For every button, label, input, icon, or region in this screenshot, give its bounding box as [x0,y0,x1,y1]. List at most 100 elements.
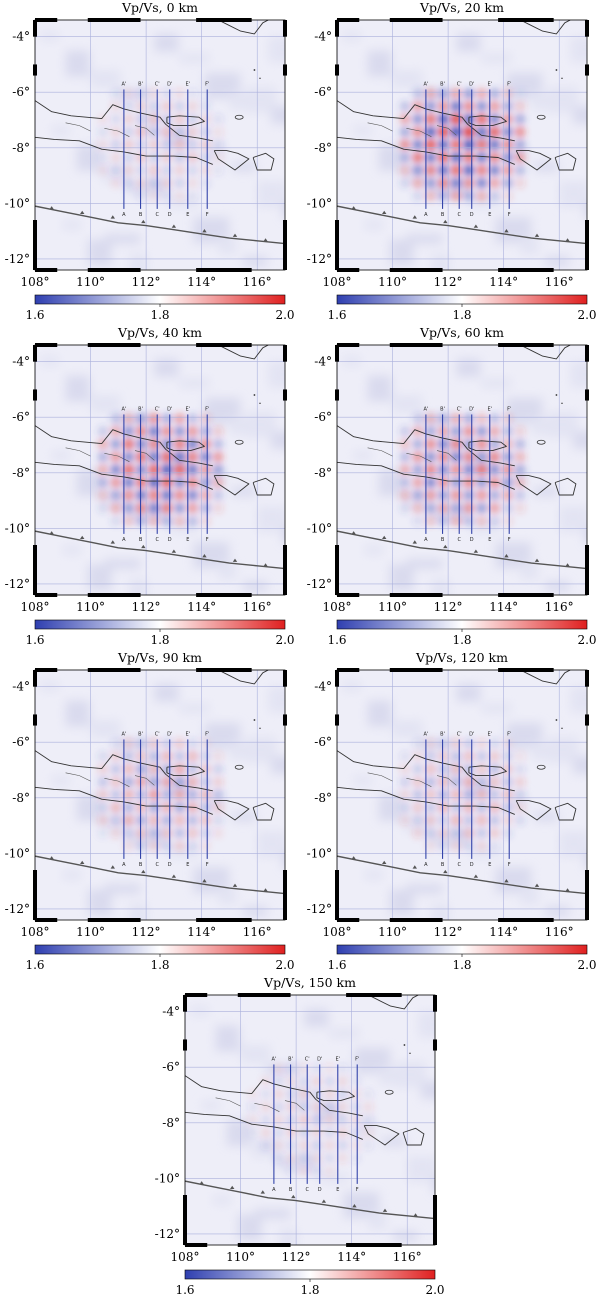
map-panel-0km: Vp/Vs, 0 km A' A B' B C' C D' D E' E F' F -4° -6° -8° -1… [5,0,295,322]
map-panel-20km: Vp/Vs, 20 km A' A B' B C' C D' D E' E F' F -4° -6° -8° -… [307,0,597,322]
map-panel-120km: Vp/Vs, 120 km A' A B' B C' C D' D E' E F' F -4° -6° -8°… [307,650,597,972]
kalimantan-coast [218,20,269,35]
java-trench [35,205,285,245]
bali-island [363,1125,400,1146]
panel-title: Vp/Vs, 60 km [419,325,504,340]
latitude-tick-label: -8° [314,141,332,155]
bali-island [213,475,250,496]
profile-label-top: D' [167,406,172,412]
fault-line [367,122,393,132]
profile-label-bottom: B [139,537,143,543]
profile-label-bottom: F [508,862,511,868]
profile-label-bottom: D [168,862,172,868]
trench-triangle [534,233,540,237]
trench-triangle [321,1199,327,1203]
frame-bar [498,668,554,672]
kangean-island [234,764,244,770]
profile-label-bottom: F [206,537,209,543]
latitude-tick-label: -8° [12,791,30,805]
trench-triangle [230,1185,235,1189]
longitude-tick-label: 112° [132,925,161,939]
frame-bar [35,268,58,272]
profile-label-bottom: A [122,212,126,218]
profile-label-top: B' [138,731,143,737]
fault-line [134,125,155,136]
map-panel-150km: Vp/Vs, 150 km A' A B' B C' C D' D E' E F' F -4° -6° -8°… [155,975,445,1297]
profile-label-bottom: E [186,537,189,543]
fault-line [254,1103,280,1112]
frame-bar [237,993,291,997]
trench-triangle [263,888,268,892]
colorbar-max-label: 2.0 [275,958,294,972]
latitude-tick-label: -12° [307,577,332,591]
longitude-tick-label: 108° [323,600,352,614]
frame-bar [33,714,37,726]
frame-bar [185,993,208,997]
java-south-coast [185,1111,363,1140]
profile-label-top: A' [271,1056,276,1062]
frame-bar [283,670,287,687]
latitude-tick-label: -6° [314,735,332,749]
map-frame [336,344,588,596]
longitude-tick-label: 114° [187,600,216,614]
colorbar-min-label: 1.6 [327,958,346,972]
profile-label-bottom: E [186,212,189,218]
profile-label-top: F' [205,731,209,737]
trench-triangle [80,860,85,864]
frame-bar [35,918,58,922]
small-island [555,719,558,721]
longitude-tick-label: 112° [132,275,161,289]
profile-label-top: B' [138,81,143,87]
frame-bar [35,343,58,347]
frame-bar [389,268,443,272]
frame-bar [389,668,443,672]
profile-label-top: A' [423,81,428,87]
frame-bar [585,345,589,362]
longitude-tick-label: 112° [132,600,161,614]
map-panel-40km: Vp/Vs, 40 km A' A B' B C' C D' D E' E F' F -4° -6° -8° -… [5,325,295,647]
longitude-tick-label: 116° [393,1250,422,1264]
profile-label-bottom: E [488,862,491,868]
map-area: A' A B' B C' C D' D E' E F' F [337,670,587,920]
frame-bar [335,64,339,76]
frame-bar [183,1039,187,1051]
frame-bar [337,18,360,22]
map-frame [34,19,286,271]
trench-triangle [443,219,448,224]
profile-label-bottom: A [122,537,126,543]
small-island [259,727,261,730]
profile-label-bottom: D [168,537,172,543]
lombok-island [252,152,275,171]
trench-triangle [413,1213,418,1217]
java-trench [35,530,285,570]
trench-triangle [141,219,146,224]
profile-label-top: E' [186,406,191,412]
small-island [253,394,256,396]
bali-island [515,475,552,496]
longitude-tick-label: 110° [76,925,105,939]
map-area: A' A B' B C' C D' D E' E F' F [35,345,285,595]
frame-bar [498,268,554,272]
profile-label-top: D' [469,731,474,737]
panel-title: Vp/Vs, 90 km [117,650,202,665]
profile-label-top: F' [205,406,209,412]
latitude-tick-label: -8° [12,466,30,480]
profile-label-top: E' [336,1056,341,1062]
longitude-tick-label: 110° [378,600,407,614]
frame-bar [335,389,339,401]
trench-triangle [260,1190,265,1194]
frame-bar [33,670,37,687]
colorbar-min-label: 1.6 [175,1283,194,1297]
frame-bar [498,593,554,597]
trench-triangle [351,206,356,210]
frame-bar [335,670,339,687]
longitude-tick-label: 112° [434,275,463,289]
latitude-tick-label: -12° [5,902,30,916]
lombok-island [554,477,577,496]
trench-triangle [565,238,570,242]
longitude-tick-label: 116° [243,925,272,939]
colorbar-max-label: 2.0 [577,308,596,322]
profile-label-bottom: C [457,212,461,218]
frame-bar [196,668,252,672]
madura-island [166,115,205,127]
